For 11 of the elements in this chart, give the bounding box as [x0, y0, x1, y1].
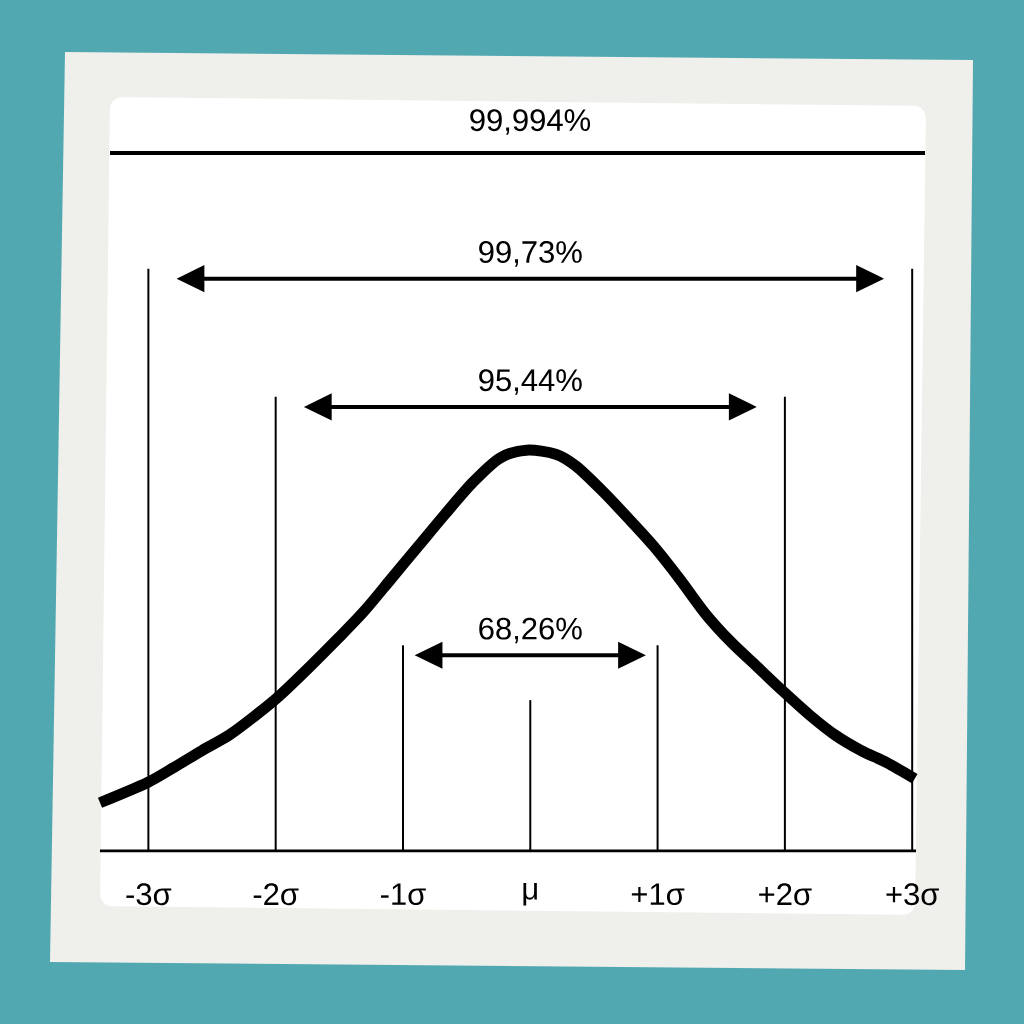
- x-tick-label: +3σ: [886, 883, 939, 906]
- text: 95,44%: [479, 369, 582, 395]
- x-tick-label: -1σ: [381, 883, 426, 906]
- text: 99,994%: [470, 109, 591, 135]
- x-tick-label: +2σ: [759, 883, 812, 906]
- x-tick-label: +1σ: [631, 883, 685, 906]
- x-tick-label: -2σ: [253, 883, 299, 906]
- annotation: 68,26%: [479, 617, 582, 644]
- x-tick-label: -3σ: [126, 883, 172, 906]
- text: 99,73%: [479, 241, 582, 267]
- x-tick-label: μ: [523, 883, 537, 906]
